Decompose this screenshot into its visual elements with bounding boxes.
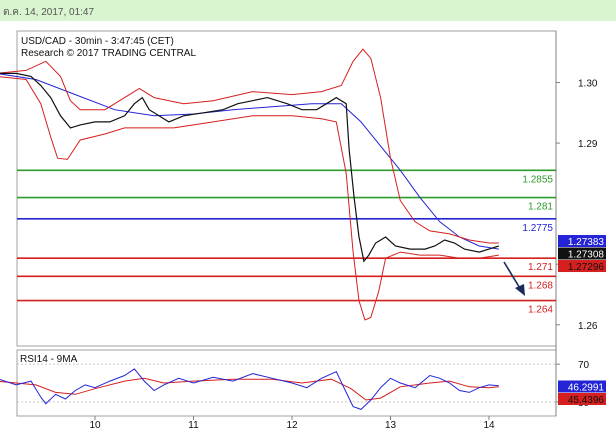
rsi-tick-label-0: 70 [578, 360, 590, 371]
price-tag-label-1: 1.27308 [568, 250, 605, 261]
level-label-5: 1.264 [528, 305, 553, 316]
y-tick-label-1: 1.29 [578, 139, 598, 150]
price-tag-1 [558, 247, 606, 260]
level-label-4: 1.268 [528, 280, 553, 291]
bollinger-upper-band [0, 48, 499, 244]
y-tick-label-3: 1.26 [578, 321, 598, 332]
level-label-0: 1.2855 [522, 174, 553, 185]
x-tick-label-0: 10 [89, 420, 101, 431]
rsi-label: RSI14 - 9MA [20, 354, 78, 365]
top-bar: ต.ค. 14, 2017, 01:47 [0, 0, 616, 21]
chart-title: USD/CAD - 30min - 3:47:45 (CET) [21, 36, 174, 47]
rsi-tag-label-0: 46.2991 [568, 382, 605, 393]
price-panel-frame [16, 30, 557, 347]
x-tick-label-2: 12 [286, 420, 298, 431]
rsi-tag-0 [558, 380, 606, 393]
rsi-panel-frame [16, 349, 557, 417]
level-label-2: 1.2775 [522, 223, 553, 234]
rsi-ma-line [0, 377, 499, 401]
rsi-tag-label-1: 45.4396 [568, 395, 605, 406]
level-label-3: 1.271 [528, 262, 553, 273]
price-tag-0 [558, 235, 606, 248]
rsi-line [0, 368, 499, 410]
bollinger-lower-band [0, 76, 499, 321]
chart-subtitle: Research © 2017 TRADING CENTRAL [21, 48, 196, 59]
price-series [0, 72, 499, 263]
level-label-1: 1.281 [528, 202, 553, 213]
x-tick-label-1: 11 [188, 420, 199, 431]
datetime-label: ต.ค. 14, 2017, 01:47 [3, 7, 95, 18]
price-tag-label-0: 1.27383 [568, 237, 605, 248]
price-tag-2 [558, 260, 606, 273]
x-tick-label-4: 14 [483, 420, 495, 431]
forecast-arrow [503, 261, 525, 296]
y-tick-label-0: 1.30 [578, 78, 598, 89]
rsi-tag-1 [558, 392, 606, 405]
price-tag-label-2: 1.27296 [568, 262, 605, 273]
x-tick-label-3: 13 [385, 420, 397, 431]
